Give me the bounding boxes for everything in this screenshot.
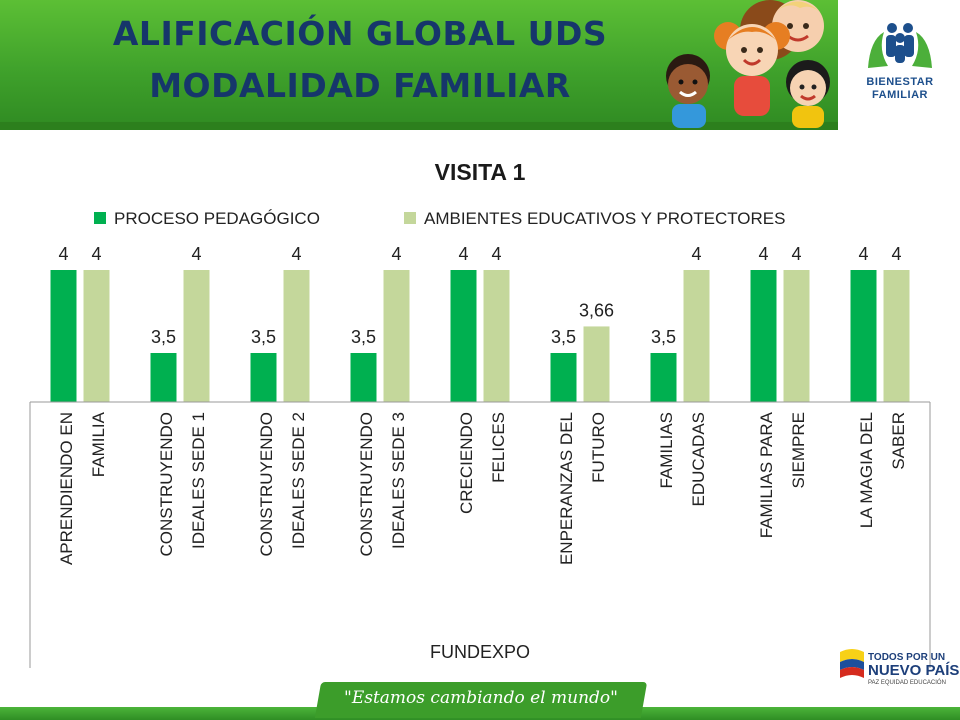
data-label-ambientes-6: 4 — [691, 244, 701, 264]
bar-proceso-3 — [350, 353, 377, 402]
bar-ambientes-2 — [283, 270, 310, 402]
chart-legend: PROCESO PEDAGÓGICO AMBIENTES EDUCATIVOS … — [94, 209, 785, 228]
category-label-1: CONSTRUYENDO IDEALES SEDE 1 — [157, 412, 208, 557]
legend-swatch-proceso — [94, 212, 106, 224]
category-label-7-line-0: FAMILIAS PARA — [757, 411, 776, 538]
gov-logo-line-3: PAZ EQUIDAD EDUCACIÓN — [868, 680, 946, 686]
data-label-ambientes-5: 3,66 — [579, 300, 614, 320]
bar-proceso-0 — [50, 270, 77, 402]
bars-layer — [50, 270, 910, 402]
page-title-line-2: MODALIDAD FAMILIAR — [149, 66, 571, 105]
category-label-4-line-1: FELICES — [489, 412, 508, 483]
category-label-6: FAMILIAS EDUCADAS — [657, 412, 708, 506]
category-label-0-line-1: FAMILIA — [89, 411, 108, 477]
category-label-5-line-0: ENPERANZAS DEL — [557, 412, 576, 565]
header-bottom-strip — [0, 122, 838, 130]
data-label-ambientes-7: 4 — [791, 244, 801, 264]
data-label-ambientes-8: 4 — [891, 244, 901, 264]
category-labels-layer: APRENDIENDO EN FAMILIA CONSTRUYENDO IDEALES… — [57, 411, 908, 565]
gov-logo-line-2: NUEVO PAÍS — [868, 662, 960, 679]
data-label-proceso-2: 3,5 — [251, 327, 276, 347]
logo-text-line-2: FAMILIAR — [872, 89, 928, 101]
category-label-3-line-1: IDEALES SEDE 3 — [389, 412, 408, 549]
bienestar-familiar-logo — [868, 23, 932, 68]
bar-ambientes-6 — [683, 270, 710, 402]
category-label-5: ENPERANZAS DEL FUTURO — [557, 412, 608, 565]
data-label-proceso-1: 3,5 — [151, 327, 176, 347]
bar-ambientes-5 — [583, 326, 610, 402]
chart-title: VISITA 1 — [435, 159, 526, 185]
colombia-flag-icon — [840, 649, 864, 678]
category-label-4-line-0: CRECIENDO — [457, 412, 476, 514]
data-label-ambientes-4: 4 — [491, 244, 501, 264]
data-label-proceso-7: 4 — [758, 244, 768, 264]
category-label-0: APRENDIENDO EN FAMILIA — [57, 411, 108, 565]
category-label-6-line-1: EDUCADAS — [689, 412, 708, 506]
bar-ambientes-3 — [383, 270, 410, 402]
data-label-ambientes-3: 4 — [391, 244, 401, 264]
category-label-6-line-0: FAMILIAS — [657, 412, 676, 489]
data-label-ambientes-0: 4 — [91, 244, 101, 264]
bar-proceso-2 — [250, 353, 277, 402]
bar-ambientes-4 — [483, 270, 510, 402]
bar-proceso-7 — [750, 270, 777, 402]
bar-ambientes-8 — [883, 270, 910, 402]
bar-chart: VISITA 1 PROCESO PEDAGÓGICO AMBIENTES ED… — [29, 159, 931, 668]
data-label-proceso-3: 3,5 — [351, 327, 376, 347]
data-label-proceso-8: 4 — [858, 244, 868, 264]
category-label-1-line-1: IDEALES SEDE 1 — [189, 412, 208, 549]
legend-label-proceso: PROCESO PEDAGÓGICO — [114, 209, 320, 228]
category-label-8-line-1: SABER — [889, 412, 908, 470]
logo-panel — [838, 0, 960, 130]
category-table — [29, 401, 931, 668]
category-label-2-line-0: CONSTRUYENDO — [257, 412, 276, 557]
gov-logo-line-1: TODOS POR UN — [868, 652, 946, 663]
legend-label-ambientes: AMBIENTES EDUCATIVOS Y PROTECTORES — [424, 209, 785, 228]
data-label-proceso-6: 3,5 — [651, 327, 676, 347]
bar-proceso-1 — [150, 353, 177, 402]
bar-ambientes-1 — [183, 270, 210, 402]
data-label-proceso-4: 4 — [458, 244, 468, 264]
category-label-8-line-0: LA MAGIA DEL — [857, 412, 876, 528]
x-axis-group-label: FUNDEXPO — [430, 642, 530, 662]
data-label-ambientes-2: 4 — [291, 244, 301, 264]
slogan-text: "Estamos cambiando el mundo" — [344, 688, 618, 708]
children-illustration — [666, 0, 830, 128]
category-label-0-line-0: APRENDIENDO EN — [57, 412, 76, 565]
category-label-1-line-0: CONSTRUYENDO — [157, 412, 176, 557]
category-label-7: FAMILIAS PARA SIEMPRE — [757, 411, 808, 538]
bar-proceso-4 — [450, 270, 477, 402]
legend-swatch-ambientes — [404, 212, 416, 224]
bar-proceso-5 — [550, 353, 577, 402]
category-label-4: CRECIENDO FELICES — [457, 412, 508, 514]
page-title-line-1: ALIFICACIÓN GLOBAL UDS — [112, 14, 608, 53]
category-label-8: LA MAGIA DEL SABER — [857, 412, 908, 528]
category-label-7-line-1: SIEMPRE — [789, 412, 808, 489]
bar-ambientes-0 — [83, 270, 110, 402]
data-label-proceso-0: 4 — [58, 244, 68, 264]
category-label-3-line-0: CONSTRUYENDO — [357, 412, 376, 557]
data-label-ambientes-1: 4 — [191, 244, 201, 264]
category-label-3: CONSTRUYENDO IDEALES SEDE 3 — [357, 412, 408, 557]
data-labels-layer: 4 43,543,543,54 4 43,53,663,54 4 4 4 4 — [58, 244, 901, 347]
logo-text-line-1: BIENESTAR — [866, 76, 934, 88]
bar-proceso-8 — [850, 270, 877, 402]
bar-proceso-6 — [650, 353, 677, 402]
category-label-5-line-1: FUTURO — [589, 412, 608, 483]
data-label-proceso-5: 3,5 — [551, 327, 576, 347]
bar-ambientes-7 — [783, 270, 810, 402]
category-label-2: CONSTRUYENDO IDEALES SEDE 2 — [257, 412, 308, 557]
category-label-2-line-1: IDEALES SEDE 2 — [289, 412, 308, 549]
